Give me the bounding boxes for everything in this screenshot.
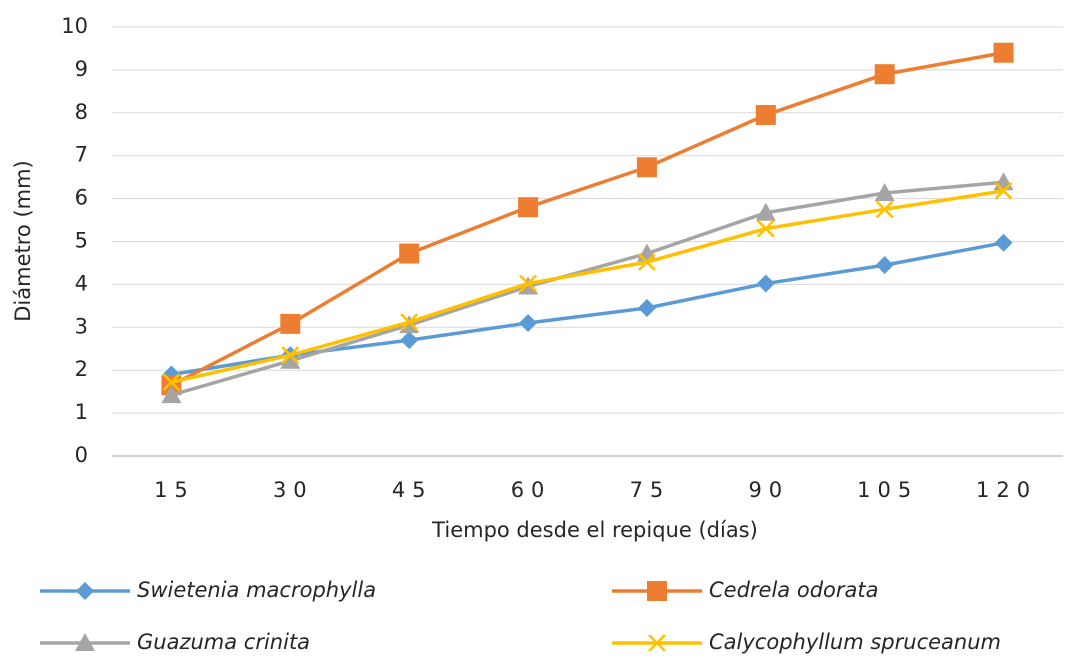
legend-label: Swietenia macrophylla: [137, 578, 376, 602]
marker: [755, 104, 776, 125]
marker: [648, 634, 666, 652]
x-tick-label: 90: [748, 478, 789, 502]
y-tick-label: 3: [75, 314, 88, 338]
x-tick-label: 105: [857, 478, 918, 502]
marker: [280, 350, 301, 369]
y-tick-label: 9: [75, 57, 88, 81]
marker: [874, 183, 895, 202]
marker: [519, 274, 537, 293]
series-line: [170, 180, 1004, 397]
marker: [638, 253, 656, 271]
marker: [993, 42, 1014, 63]
legend-label: Calycophyllum spruceanum: [709, 630, 1001, 654]
y-tick-label: 2: [75, 357, 88, 381]
y-tick-label: 1: [75, 400, 88, 424]
y-tick-label: 6: [75, 186, 88, 210]
x-axis-label: Tiempo desde el repique (días): [431, 518, 758, 542]
marker: [875, 200, 894, 219]
marker: [874, 64, 895, 85]
marker: [280, 313, 301, 334]
y-tick-label: 0: [75, 443, 88, 467]
marker: [636, 157, 657, 178]
marker: [518, 197, 539, 218]
y-tick-label: 7: [75, 143, 88, 167]
marker: [281, 346, 300, 365]
marker: [994, 181, 1013, 200]
marker: [519, 314, 538, 333]
series-line: [171, 189, 1004, 384]
marker: [161, 385, 182, 404]
y-axis-label: Diámetro (mm): [11, 160, 35, 321]
y-tick-label: 10: [61, 14, 88, 38]
y-tick-label: 5: [75, 229, 88, 253]
x-tick-label: 120: [976, 478, 1037, 502]
x-tick-label: 15: [154, 478, 195, 502]
marker: [637, 298, 656, 317]
marker: [875, 256, 894, 275]
series-line: [171, 241, 1004, 377]
legend-label: Guazuma crinita: [137, 630, 310, 654]
marker: [647, 581, 667, 601]
marker: [756, 274, 775, 293]
marker: [76, 582, 94, 600]
marker: [399, 243, 420, 264]
marker: [994, 233, 1013, 252]
marker: [75, 633, 95, 651]
marker: [400, 313, 419, 332]
marker: [400, 331, 419, 350]
marker: [755, 202, 776, 221]
x-tick-label: 30: [273, 478, 314, 502]
marker: [162, 373, 181, 392]
legend-label: Cedrela odorata: [709, 578, 878, 602]
marker: [756, 219, 775, 238]
series-line: [170, 51, 1004, 387]
x-tick-label: 45: [392, 478, 433, 502]
y-tick-label: 8: [75, 100, 88, 124]
x-tick-label: 75: [630, 478, 671, 502]
y-tick-label: 4: [75, 271, 88, 295]
x-tick-label: 60: [511, 478, 552, 502]
